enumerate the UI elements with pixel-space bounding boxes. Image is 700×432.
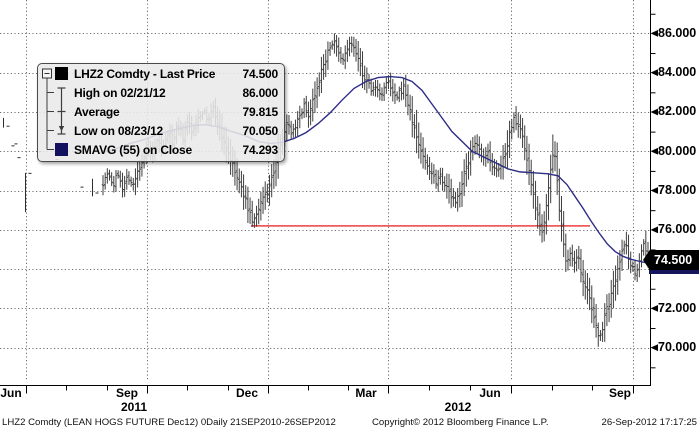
footer-copyright-text: Copyright© 2012 Bloomberg Finance L.P. — [372, 417, 549, 428]
y-axis-label: 78.000 — [658, 183, 697, 198]
legend-row-high[interactable]: High on 02/21/12 86.000 — [38, 83, 284, 102]
legend-label: Low on 08/23/12 — [74, 124, 164, 139]
legend-value: 86.000 — [242, 85, 278, 100]
legend-label: Average — [74, 104, 120, 119]
x-axis-label: Mar — [355, 386, 377, 400]
footer-timestamp-text: 26-Sep-2012 17:17:25 — [601, 417, 697, 428]
y-axis-label: 82.000 — [658, 104, 697, 119]
legend-row-smavg[interactable]: SMAVG (55) on Close 74.293 — [38, 141, 284, 160]
x-axis-year-label: 2011 — [120, 400, 148, 414]
x-axis-label: Jun — [0, 386, 22, 400]
legend-label: LHZ2 Comdty - Last Price — [74, 66, 216, 81]
x-axis-label: Jun — [479, 386, 501, 400]
legend-row-low[interactable]: Low on 08/23/12 70.050 — [38, 122, 284, 141]
y-axis-label: 70.000 — [658, 340, 697, 355]
legend-value: 70.050 — [242, 124, 278, 139]
legend-label: High on 02/21/12 — [74, 85, 166, 100]
y-axis-label: 80.000 — [658, 143, 697, 158]
y-axis-label: 76.000 — [658, 222, 697, 237]
chart-legend[interactable]: LHZ2 Comdty - Last Price 74.500 High on … — [37, 63, 285, 162]
last-price-badge-text: 74.500 — [654, 253, 693, 267]
x-axis-label: Dec — [235, 386, 258, 400]
y-axis-label: 86.000 — [658, 25, 697, 40]
legend-label: SMAVG (55) on Close — [74, 143, 192, 158]
legend-row-last-price[interactable]: LHZ2 Comdty - Last Price 74.500 — [38, 64, 284, 83]
legend-value: 74.293 — [242, 143, 278, 158]
x-axis-label: Sep — [608, 386, 631, 400]
x-axis-year-label: 2012 — [444, 400, 472, 414]
legend-value: 74.500 — [242, 66, 278, 81]
chart-footer: LHZ2 Comdty (LEAN HOGS FUTURE Dec12) 0Da… — [0, 415, 700, 432]
x-axis-label: Sep — [115, 386, 138, 400]
y-axis-label: 84.000 — [658, 65, 697, 80]
y-axis-label: 72.000 — [658, 300, 697, 315]
legend-row-average[interactable]: Average 79.815 — [38, 102, 284, 121]
legend-value: 79.815 — [242, 104, 278, 119]
footer-instrument-text: LHZ2 Comdty (LEAN HOGS FUTURE Dec12) 0Da… — [2, 417, 336, 428]
last-price-badge: 74.500 — [643, 250, 699, 270]
